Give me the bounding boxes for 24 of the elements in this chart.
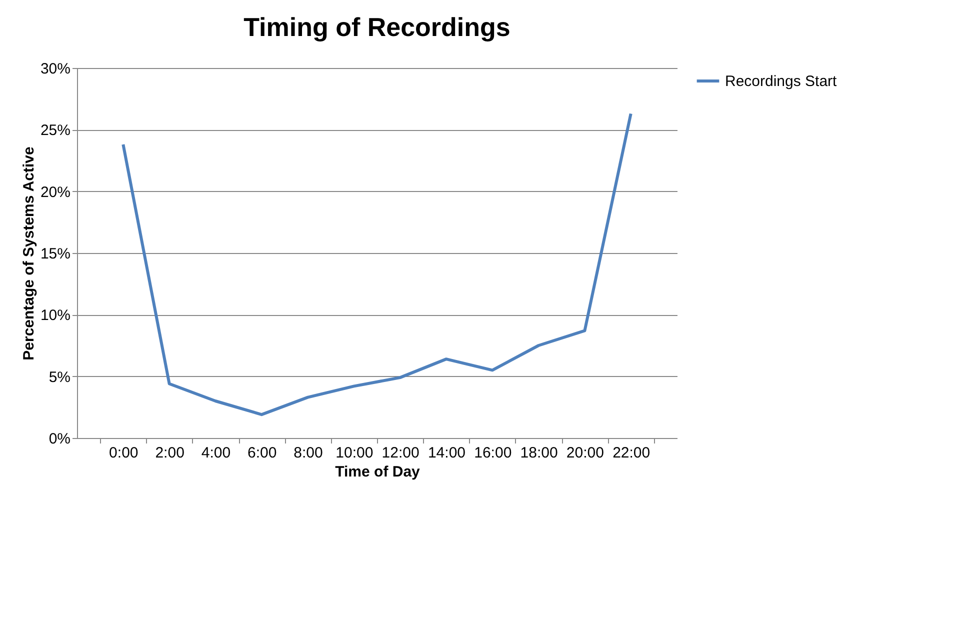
y-tick-label: 10%	[40, 307, 70, 324]
x-tick-label: 8:00	[294, 444, 323, 462]
x-tick-label: 14:00	[428, 444, 466, 462]
x-tick-label: 2:00	[155, 444, 184, 462]
chart-title: Timing of Recordings	[244, 12, 510, 42]
y-tick-label: 5%	[48, 368, 70, 386]
x-tick-label: 10:00	[336, 444, 374, 462]
y-tick-label: 30%	[40, 60, 70, 78]
y-tick-label: 15%	[40, 246, 70, 262]
x-tick-label: 20:00	[566, 444, 604, 462]
x-tick-label: 16:00	[474, 444, 512, 462]
line-series	[122, 112, 632, 416]
y-axis-title: Percentage of Systems Active	[20, 146, 38, 360]
y-tick-label: 20%	[40, 184, 70, 201]
x-axis-title: Time of Day	[335, 464, 421, 480]
x-tick-label: 6:00	[248, 444, 277, 462]
x-tick-label: 18:00	[520, 444, 558, 462]
y-tick-label: 0%	[48, 430, 70, 448]
x-tick-label: 12:00	[382, 444, 420, 462]
x-tick-label: 4:00	[201, 444, 231, 462]
x-tick-label: 0:00	[109, 444, 138, 462]
x-tick-label: 22:00	[612, 444, 650, 462]
legend-label: Recordings Start	[725, 73, 838, 90]
y-tick-label: 25%	[40, 122, 70, 140]
